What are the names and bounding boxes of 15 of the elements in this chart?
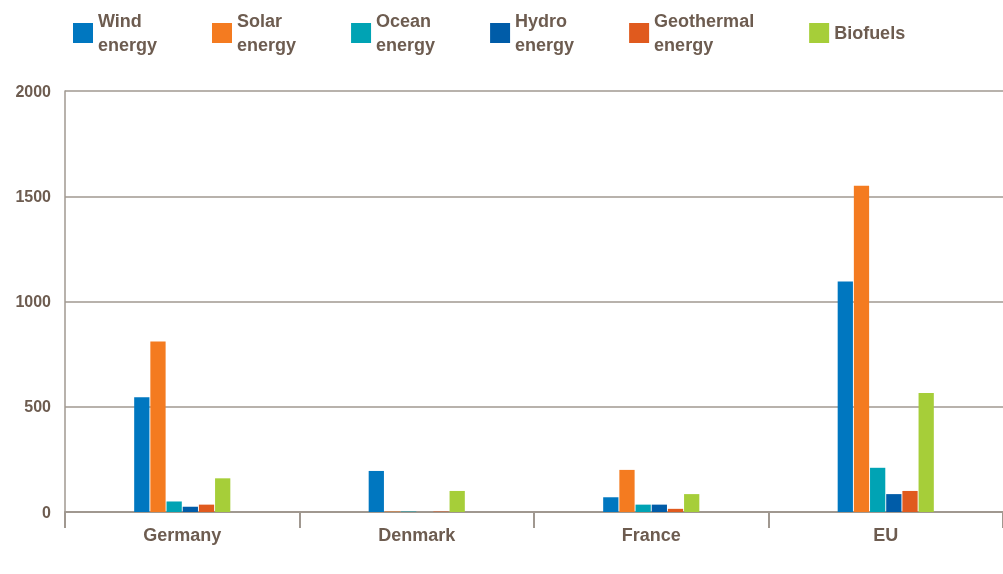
legend-label: Solar energy: [237, 11, 297, 55]
legend-label: Wind energy: [98, 11, 158, 55]
x-tick-label: EU: [873, 525, 899, 545]
y-tick-label: 1500: [15, 187, 52, 205]
y-tick-label: 2000: [15, 82, 52, 100]
x-tick-label: Denmark: [378, 525, 457, 545]
y-tick-label: 1000: [15, 293, 52, 310]
x-tick-label: Germany: [143, 525, 222, 545]
legend-label: Hydro energy: [515, 11, 575, 55]
legend-label: Ocean energy: [376, 11, 436, 55]
y-tick-label: 500: [24, 398, 52, 416]
x-tick-label: France: [621, 525, 681, 545]
y-tick-label: 0: [42, 503, 52, 521]
legend-label: Geothermal energy: [654, 11, 755, 55]
legend-label: Biofuels: [834, 23, 906, 43]
